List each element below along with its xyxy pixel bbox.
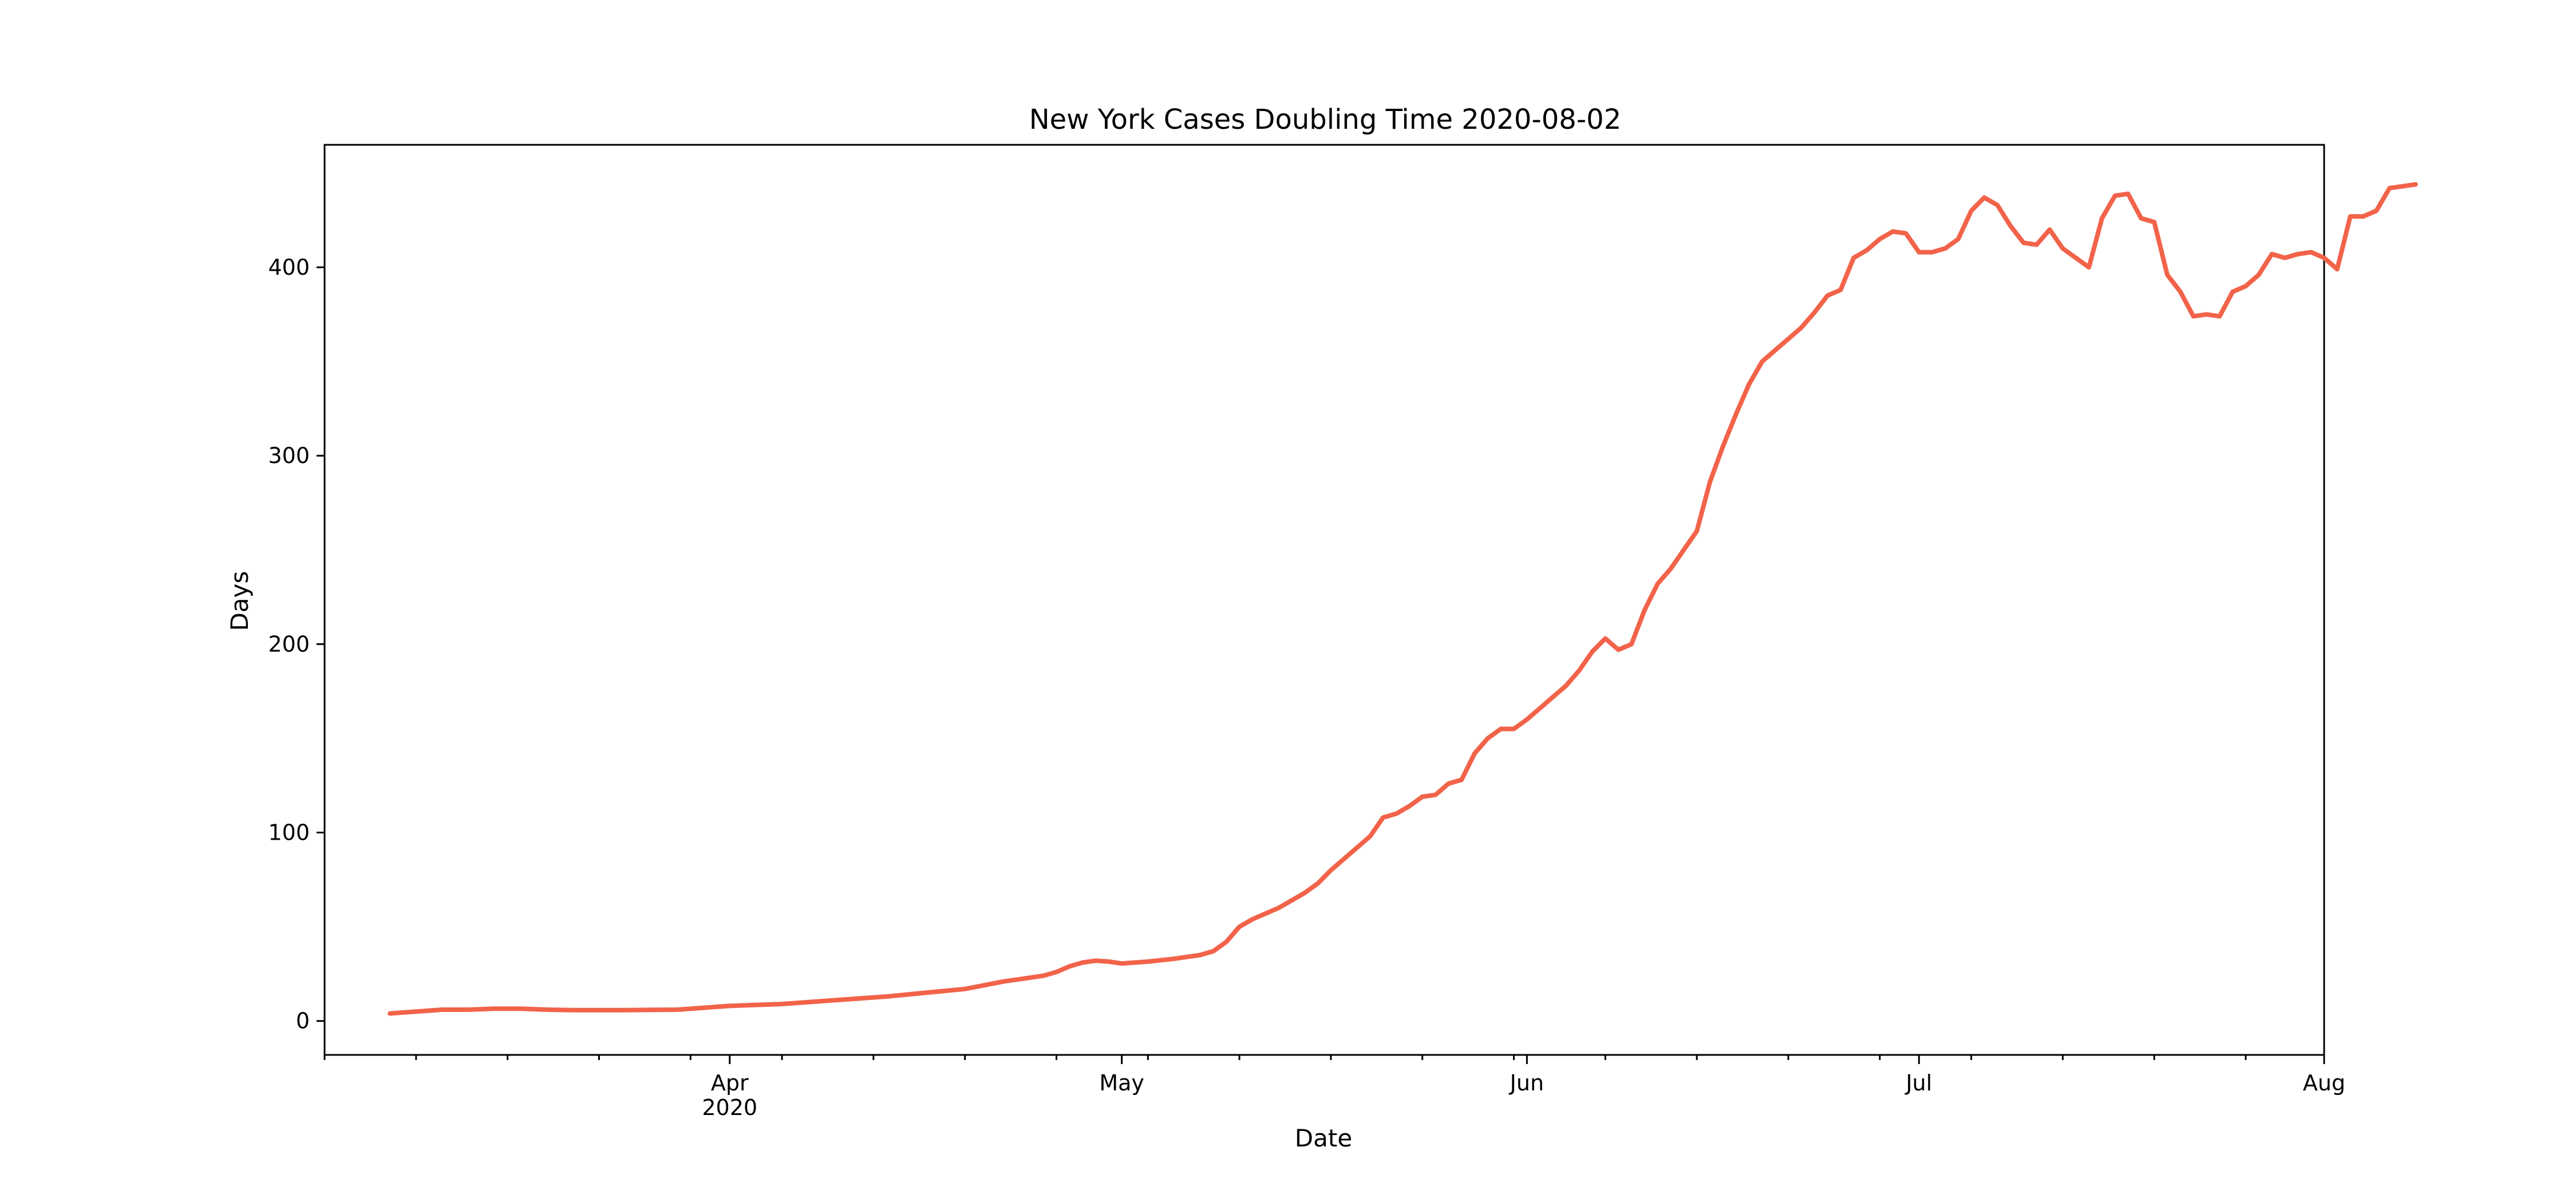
x-axis-label: Date xyxy=(1295,1124,1352,1152)
y-tick-label: 300 xyxy=(268,443,310,468)
y-tick-label: 400 xyxy=(268,255,310,280)
y-tick-label: 200 xyxy=(268,631,310,657)
x-tick-label: Apr xyxy=(711,1070,749,1096)
y-axis: 0 100 200 300 400 xyxy=(268,255,325,1034)
plot-frame xyxy=(323,144,2325,1056)
y-axis-label: Days xyxy=(226,571,254,631)
series-line xyxy=(388,182,2418,1016)
chart-title: New York Cases Doubling Time 2020-08-02 xyxy=(1029,104,1622,136)
x-tick-label: Jul xyxy=(1905,1070,1932,1096)
y-tick-label: 100 xyxy=(268,820,310,845)
y-tick-label: 0 xyxy=(296,1009,310,1034)
x-tick-label: Aug xyxy=(2303,1070,2345,1096)
x-tick-label: Jun xyxy=(1509,1070,1544,1096)
x-tick-label: May xyxy=(1099,1070,1144,1096)
x-tick-sublabel: 2020 xyxy=(702,1095,757,1120)
plot-area xyxy=(323,144,2418,1056)
